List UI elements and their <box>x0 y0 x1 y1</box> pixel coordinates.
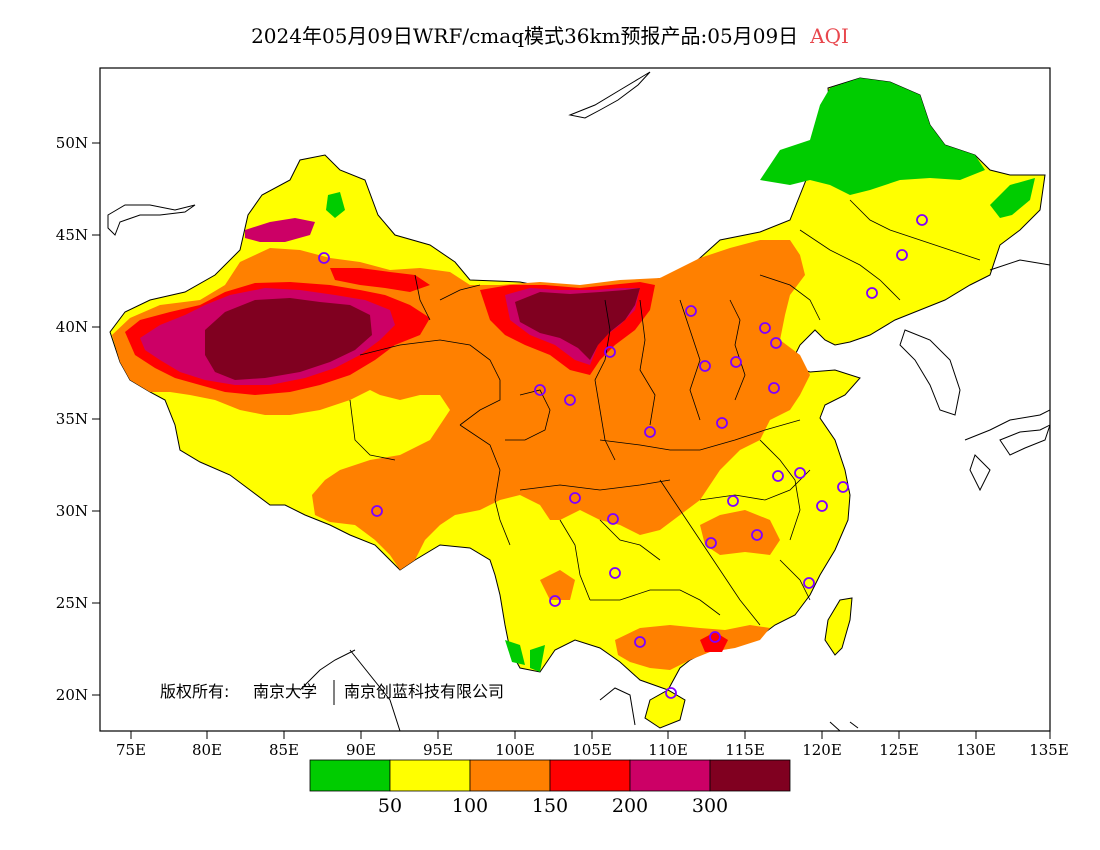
lat-tick-label: 45N <box>56 226 88 244</box>
legend-swatch <box>549 759 631 792</box>
lon-tick-label: 120E <box>802 741 842 759</box>
lon-tick-label: 90E <box>346 741 376 759</box>
zone-good-south2 <box>530 645 545 672</box>
lon-tick-label: 95E <box>423 741 453 759</box>
lon-tick-label: 115E <box>725 741 765 759</box>
legend-label: 50 <box>378 795 402 817</box>
zone-good-west <box>326 192 345 218</box>
legend-swatch <box>629 759 711 792</box>
lat-axis <box>92 142 100 696</box>
lon-tick-label: 130E <box>956 741 996 759</box>
lon-tick-label: 125E <box>879 741 919 759</box>
aqi-legend: 50 100 150 200 300 <box>309 759 791 817</box>
zone-sensitive-south <box>615 625 770 670</box>
copyright-owner-2: 南京创蓝科技有限公司 <box>344 682 504 701</box>
lon-tick-labels: 75E 80E 85E 90E 95E 100E 105E 110E 115E … <box>116 741 1069 759</box>
legend-swatch <box>309 759 391 792</box>
legend-label: 200 <box>612 795 648 817</box>
map-title: 2024年05月09日WRF/cmaq模式36km预报产品:05月09日 AQI <box>0 20 1100 49</box>
lat-tick-label: 25N <box>56 594 88 612</box>
legend-label: 150 <box>532 795 568 817</box>
legend-label: 300 <box>692 795 728 817</box>
zone-good-northeast <box>760 78 985 195</box>
copyright-owner-1: 南京大学 <box>253 682 317 701</box>
station-markers <box>318 214 928 699</box>
lat-tick-label: 20N <box>56 686 88 704</box>
lon-axis <box>130 731 1051 739</box>
lon-tick-label: 105E <box>572 741 612 759</box>
zone-hazardous-tarim <box>205 298 372 380</box>
lat-tick-label: 50N <box>56 134 88 152</box>
legend-label: 100 <box>452 795 488 817</box>
title-variable: AQI <box>810 24 849 48</box>
lon-tick-label: 135E <box>1029 741 1069 759</box>
lat-tick-labels: 50N 45N 40N 35N 30N 25N 20N <box>56 134 88 704</box>
lon-tick-label: 85E <box>269 741 299 759</box>
lon-tick-label: 100E <box>495 741 535 759</box>
zone-unhealthy-dzungaria <box>330 268 430 292</box>
legend-swatch <box>709 759 791 792</box>
lon-tick-label: 80E <box>192 741 222 759</box>
copyright-block: 版权所有: 南京大学 南京创蓝科技有限公司 <box>160 680 504 705</box>
zone-good-east <box>990 178 1035 218</box>
lat-tick-label: 40N <box>56 318 88 336</box>
title-text: 2024年05月09日WRF/cmaq模式36km预报产品:05月09日 <box>251 24 799 48</box>
zone-hazardous-mongolia <box>515 288 640 360</box>
zone-sensitive-yunnan <box>540 570 575 600</box>
copyright-label: 版权所有: <box>160 682 229 701</box>
legend-swatch <box>469 759 551 792</box>
zone-good-south <box>505 640 525 665</box>
hainan-island <box>644 689 686 729</box>
map-frame <box>99 67 1051 732</box>
province-borders <box>349 199 981 626</box>
zone-sensitive-central <box>700 510 780 555</box>
lon-tick-label: 75E <box>116 741 146 759</box>
lat-tick-label: 35N <box>56 410 88 428</box>
lat-tick-label: 30N <box>56 502 88 520</box>
taiwan-island <box>824 597 853 656</box>
zone-very-unhealthy-north <box>245 218 315 242</box>
foreign-coastlines <box>107 71 1050 731</box>
map-content: 版权所有: 南京大学 南京创蓝科技有限公司 <box>100 68 1050 731</box>
lon-tick-label: 110E <box>648 741 688 759</box>
legend-swatch <box>389 759 471 792</box>
